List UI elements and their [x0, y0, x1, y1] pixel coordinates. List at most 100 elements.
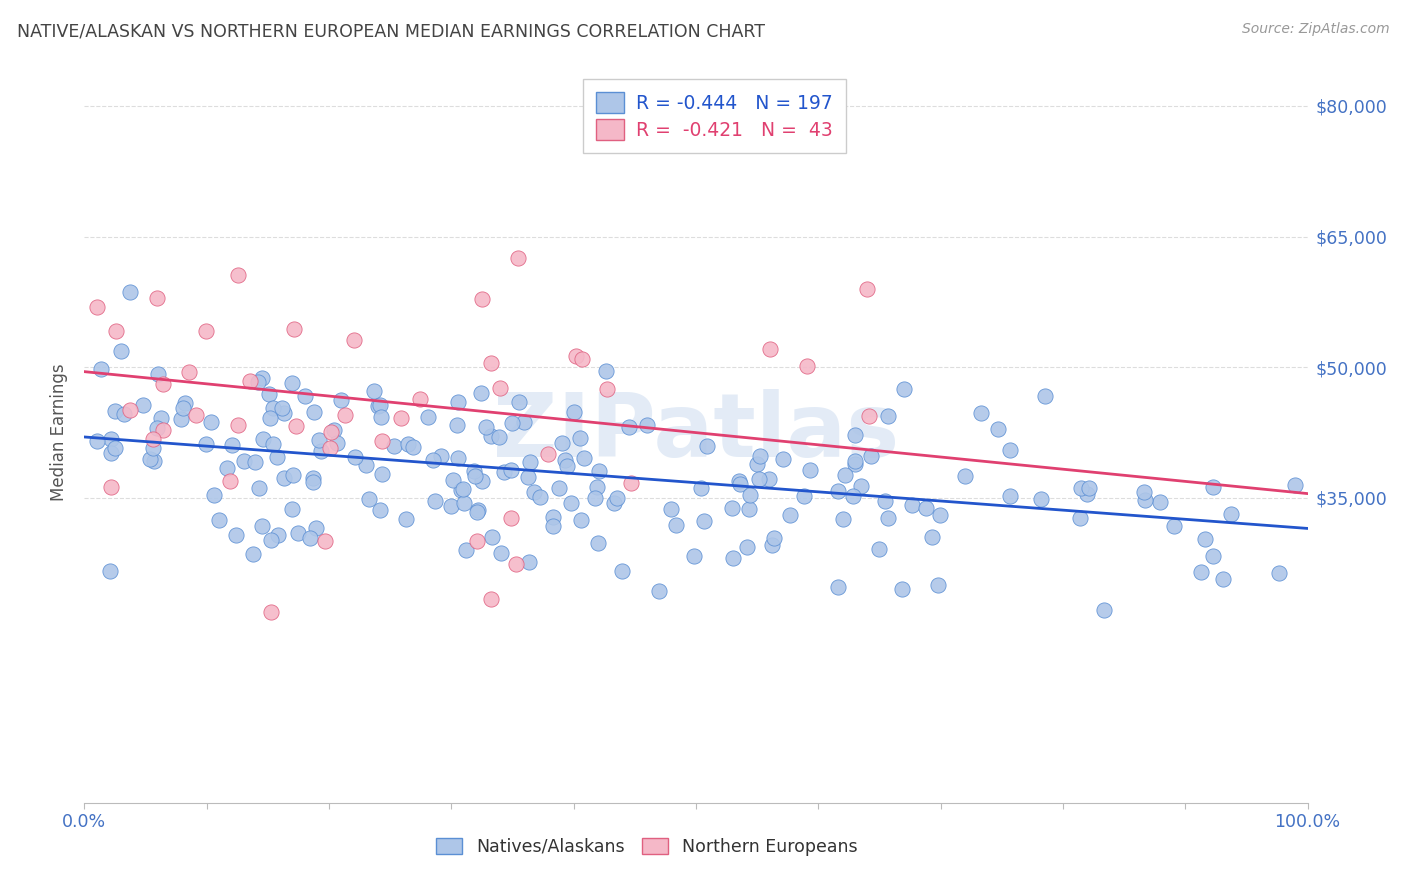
Point: [104, 404, 127, 418]
Point: [479, 355, 502, 369]
Point: [200, 415, 222, 429]
Point: [323, 424, 346, 438]
Point: [225, 528, 247, 542]
Point: [537, 447, 560, 461]
Point: [560, 496, 582, 510]
Point: [772, 452, 794, 467]
Point: [314, 534, 336, 549]
Point: [195, 324, 218, 338]
Point: [661, 502, 683, 516]
Point: [479, 591, 502, 606]
Point: [446, 417, 468, 432]
Point: [488, 430, 510, 444]
Point: [779, 508, 801, 522]
Point: [242, 547, 264, 561]
Point: [588, 464, 610, 478]
Point: [481, 530, 503, 544]
Point: [177, 365, 200, 379]
Point: [571, 351, 593, 366]
Point: [370, 410, 392, 425]
Point: [367, 399, 389, 413]
Point: [474, 420, 496, 434]
Point: [636, 417, 658, 432]
Point: [501, 416, 523, 430]
Point: [100, 480, 122, 494]
Point: [208, 513, 231, 527]
Point: [100, 432, 122, 446]
Point: [281, 376, 304, 390]
Point: [1033, 389, 1056, 403]
Point: [1078, 481, 1101, 495]
Point: [260, 605, 283, 619]
Point: [221, 438, 243, 452]
Point: [422, 452, 444, 467]
Point: [146, 421, 169, 435]
Point: [1076, 487, 1098, 501]
Point: [749, 450, 772, 464]
Point: [389, 410, 412, 425]
Point: [416, 409, 439, 424]
Point: [541, 518, 564, 533]
Point: [721, 551, 744, 566]
Point: [174, 396, 197, 410]
Point: [927, 578, 949, 592]
Point: [266, 528, 288, 542]
Point: [513, 415, 536, 429]
Point: [842, 489, 865, 503]
Point: [259, 387, 281, 401]
Point: [1268, 566, 1291, 581]
Point: [1069, 511, 1091, 525]
Point: [262, 437, 284, 451]
Point: [304, 405, 326, 419]
Point: [875, 494, 897, 508]
Point: [90, 362, 112, 376]
Point: [281, 467, 304, 482]
Point: [748, 472, 770, 486]
Point: [247, 481, 270, 495]
Point: [273, 471, 295, 485]
Point: [834, 467, 856, 482]
Point: [1031, 492, 1053, 507]
Point: [517, 469, 540, 483]
Point: [494, 465, 516, 479]
Point: [737, 502, 759, 516]
Point: [508, 251, 530, 265]
Point: [858, 409, 880, 423]
Point: [844, 453, 866, 467]
Point: [827, 580, 849, 594]
Point: [363, 384, 385, 398]
Point: [987, 422, 1010, 436]
Point: [740, 488, 762, 502]
Point: [583, 491, 606, 506]
Text: NATIVE/ALASKAN VS NORTHERN EUROPEAN MEDIAN EARNINGS CORRELATION CHART: NATIVE/ALASKAN VS NORTHERN EUROPEAN MEDI…: [17, 22, 765, 40]
Point: [333, 409, 356, 423]
Point: [308, 433, 330, 447]
Point: [876, 511, 898, 525]
Point: [844, 457, 866, 471]
Point: [395, 511, 418, 525]
Point: [970, 406, 993, 420]
Point: [271, 401, 294, 415]
Point: [489, 546, 512, 560]
Point: [319, 441, 342, 455]
Point: [112, 407, 135, 421]
Point: [447, 450, 470, 465]
Point: [326, 435, 349, 450]
Point: [152, 424, 174, 438]
Point: [745, 457, 768, 471]
Point: [851, 479, 873, 493]
Point: [465, 505, 488, 519]
Point: [596, 382, 619, 396]
Point: [252, 432, 274, 446]
Point: [86, 434, 108, 448]
Point: [266, 450, 288, 464]
Point: [132, 398, 155, 412]
Point: [430, 449, 453, 463]
Point: [110, 344, 132, 359]
Point: [1163, 519, 1185, 533]
Point: [585, 480, 607, 494]
Point: [302, 475, 325, 489]
Point: [471, 475, 494, 489]
Point: [467, 533, 489, 548]
Point: [1212, 572, 1234, 586]
